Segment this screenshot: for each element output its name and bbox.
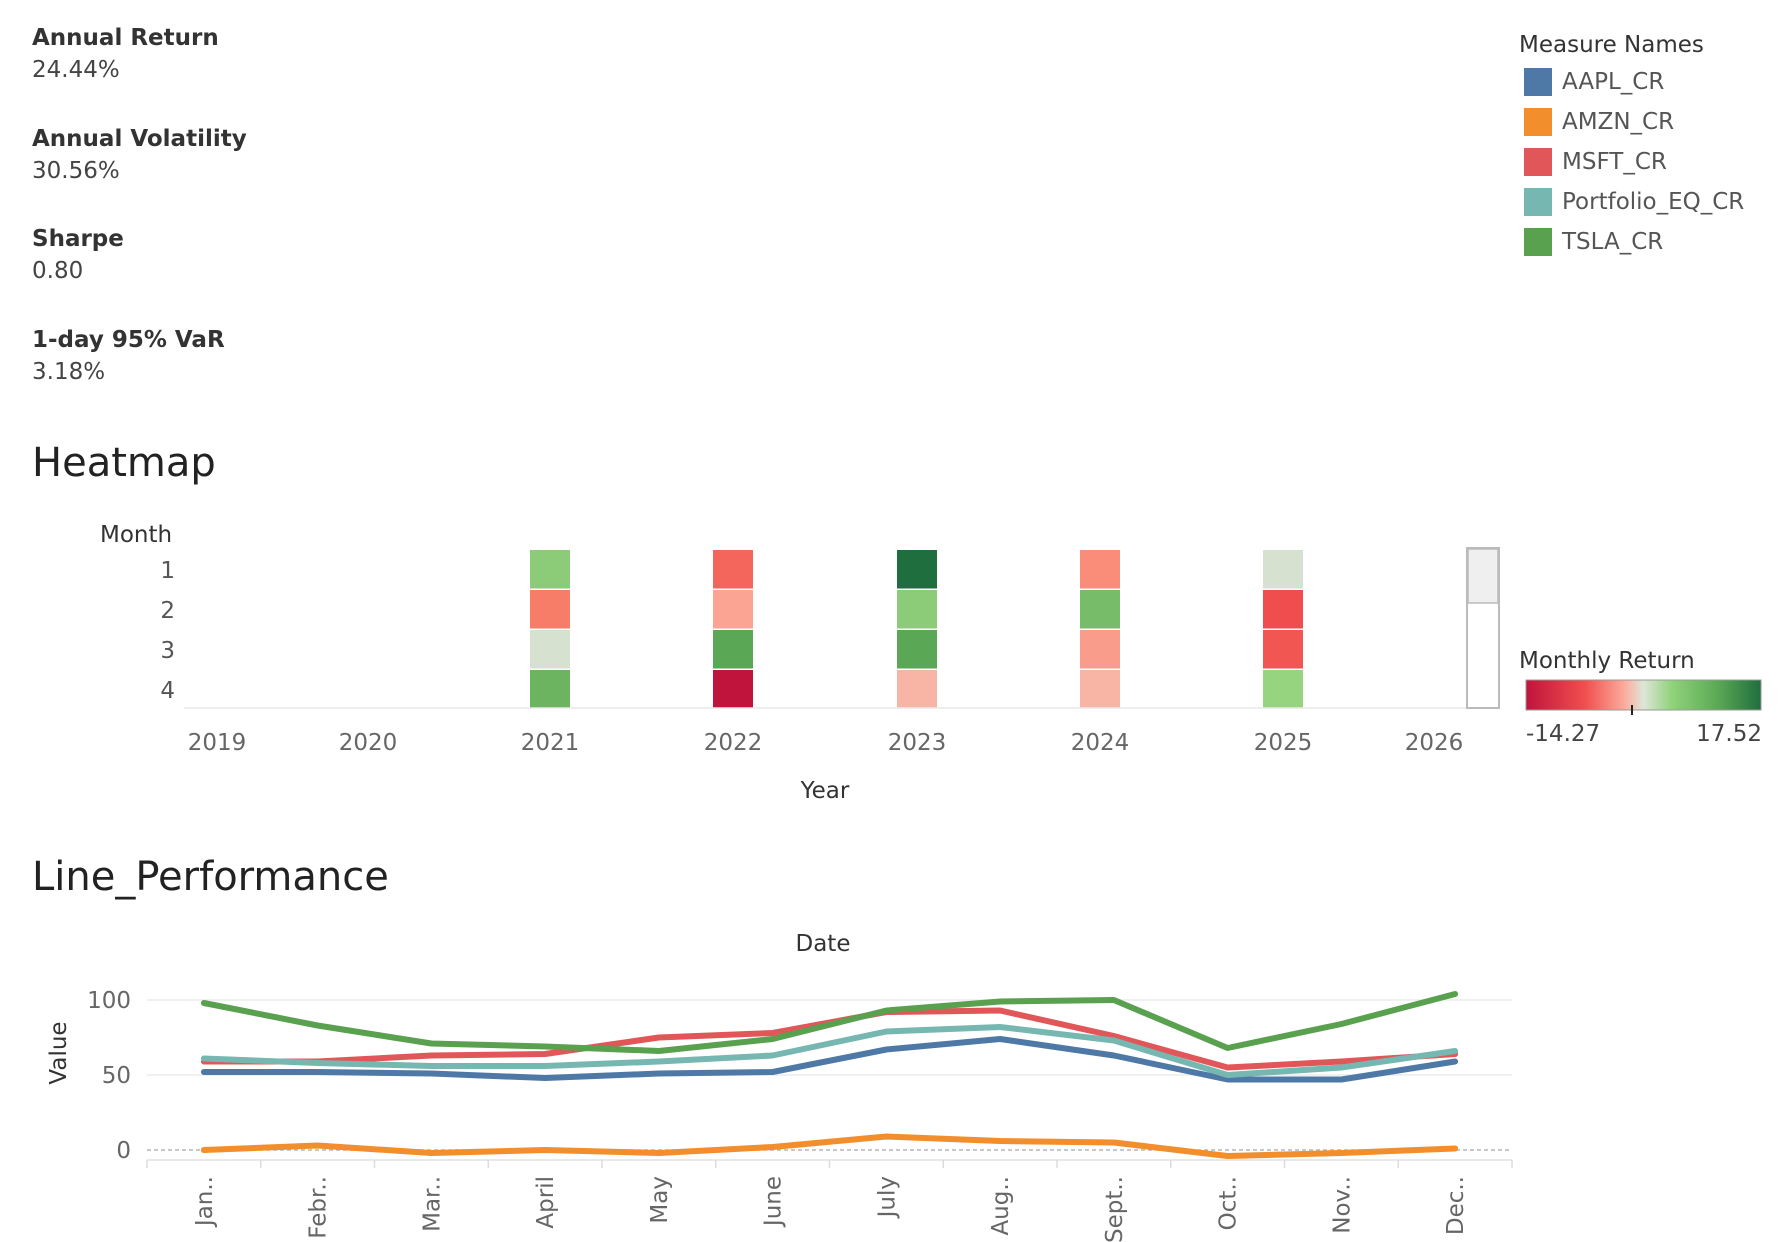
line-x-tick-label: June [761, 1176, 787, 1228]
heatmap-cell[interactable] [1263, 630, 1303, 669]
line-x-tick-label: Dec.. [1443, 1176, 1469, 1235]
kpi-annual-return: Annual Return 24.44% [32, 24, 219, 84]
color-legend-bar [1525, 679, 1762, 711]
heatmap-xlabel: Year [800, 778, 850, 804]
legend-item-amzn[interactable]: AMZN_CR [1519, 102, 1744, 142]
line-y-tick-label: 0 [116, 1138, 131, 1164]
kpi-label: 1-day 95% VaR [32, 327, 225, 353]
kpi-value: 30.56% [32, 158, 120, 184]
legend-label: Portfolio_EQ_CR [1562, 189, 1745, 215]
legend-swatch [1524, 108, 1552, 136]
color-legend-title: Monthly Return [1519, 648, 1695, 674]
kpi-value: 3.18% [32, 359, 106, 385]
heatmap-cell[interactable] [1263, 550, 1303, 589]
heatmap-month-label: 1 [160, 558, 175, 584]
legend-label: MSFT_CR [1562, 149, 1667, 175]
heatmap-cell[interactable] [713, 630, 753, 669]
heatmap-year-label: 2019 [188, 730, 247, 756]
color-legend-min: -14.27 [1526, 721, 1600, 747]
legend-label: AMZN_CR [1562, 109, 1675, 135]
heatmap-year-label: 2024 [1071, 730, 1130, 756]
line-x-tick-label: April [533, 1176, 559, 1229]
line-performance-chart: Date Value 0 50 100 Jan.. Febr.. Mar.. April M… [46, 931, 1513, 1242]
heatmap-cell[interactable] [1080, 550, 1120, 589]
heatmap-cell[interactable] [897, 590, 937, 629]
heatmap-cell[interactable] [530, 630, 570, 669]
heatmap-cell[interactable] [897, 550, 937, 589]
kpi-annual-volatility: Annual Volatility 30.56% [32, 125, 247, 185]
legend-swatch [1524, 148, 1552, 176]
legend-item-portfolio[interactable]: Portfolio_EQ_CR [1519, 182, 1744, 222]
line-performance-title: Line_Performance [32, 854, 389, 900]
kpi-sharpe: Sharpe 0.80 [32, 225, 124, 285]
kpi-label: Annual Return [32, 25, 219, 51]
legend-swatch [1524, 68, 1552, 96]
heatmap-year-label: 2025 [1254, 730, 1313, 756]
line-series-amzn-cr[interactable] [200, 1133, 1459, 1159]
color-legend-max: 17.52 [1696, 721, 1762, 747]
kpi-label: Annual Volatility [32, 126, 247, 152]
heatmap-cell[interactable] [897, 670, 937, 709]
legend-label: AAPL_CR [1562, 69, 1665, 95]
line-series-portfolio-eq-cr[interactable] [200, 1024, 1459, 1078]
heatmap-cell[interactable] [530, 670, 570, 709]
line-x-tick-label: Jan.. [192, 1176, 218, 1228]
heatmap-year-label: 2026 [1405, 730, 1464, 756]
heatmap-cell[interactable] [1080, 630, 1120, 669]
line-ylabel: Value [46, 1021, 72, 1084]
line-x-tick-label: Aug.. [988, 1176, 1014, 1236]
legend-item-aapl[interactable]: AAPL_CR [1519, 62, 1744, 102]
heatmap-scrollbar-thumb[interactable] [1467, 548, 1499, 604]
heatmap-cell[interactable] [1080, 670, 1120, 709]
legend-title: Measure Names [1519, 32, 1704, 58]
heatmap-cell[interactable] [713, 670, 753, 709]
legend-swatch [1524, 228, 1552, 256]
line-x-tick-label: July [874, 1176, 900, 1219]
line-x-tick-label: Oct.. [1216, 1176, 1242, 1230]
legend-swatch [1524, 188, 1552, 216]
kpi-var: 1-day 95% VaR 3.18% [32, 326, 225, 386]
heatmap-month-label: 4 [160, 678, 175, 704]
legend-item-tsla[interactable]: TSLA_CR [1519, 222, 1744, 262]
heatmap-cell[interactable] [1263, 670, 1303, 709]
heatmap-chart: Month 1 2 3 4 2019 2020 2021 2022 2023 2024 2025 2… [100, 522, 1762, 804]
legend-label: TSLA_CR [1562, 229, 1664, 255]
heatmap-cell[interactable] [1080, 590, 1120, 629]
heatmap-month-label: 3 [160, 638, 175, 664]
heatmap-cell[interactable] [713, 590, 753, 629]
heatmap-cell[interactable] [530, 550, 570, 589]
heatmap-year-label: 2021 [521, 730, 580, 756]
heatmap-cell[interactable] [1263, 590, 1303, 629]
line-y-tick-label: 50 [102, 1063, 131, 1089]
heatmap-month-label: 2 [160, 598, 175, 624]
legend-item-msft[interactable]: MSFT_CR [1519, 142, 1744, 182]
heatmap-cell[interactable] [897, 630, 937, 669]
line-x-tick-label: Nov.. [1329, 1176, 1355, 1234]
heatmap-year-label: 2020 [339, 730, 398, 756]
line-xlabel-top: Date [796, 931, 851, 957]
kpi-label: Sharpe [32, 226, 124, 252]
heatmap-ylabel: Month [100, 522, 172, 548]
heatmap-cell[interactable] [530, 590, 570, 629]
line-x-tick-label: Febr.. [306, 1176, 332, 1239]
heatmap-title: Heatmap [32, 440, 216, 486]
heatmap-year-label: 2022 [704, 730, 763, 756]
kpi-value: 0.80 [32, 258, 84, 284]
line-x-tick-label: May [647, 1176, 673, 1224]
line-series-tsla-cr[interactable] [200, 991, 1459, 1054]
line-y-tick-label: 100 [87, 988, 131, 1014]
line-x-tick-label: Mar.. [419, 1176, 445, 1232]
measure-legend: Measure Names AAPL_CR AMZN_CR MSFT_CR Po… [1519, 32, 1744, 262]
heatmap-cell[interactable] [713, 550, 753, 589]
kpi-value: 24.44% [32, 57, 120, 83]
line-x-tick-label: Sept.. [1102, 1176, 1128, 1242]
heatmap-year-label: 2023 [888, 730, 947, 756]
line-series-aapl-cr[interactable] [200, 1036, 1459, 1083]
